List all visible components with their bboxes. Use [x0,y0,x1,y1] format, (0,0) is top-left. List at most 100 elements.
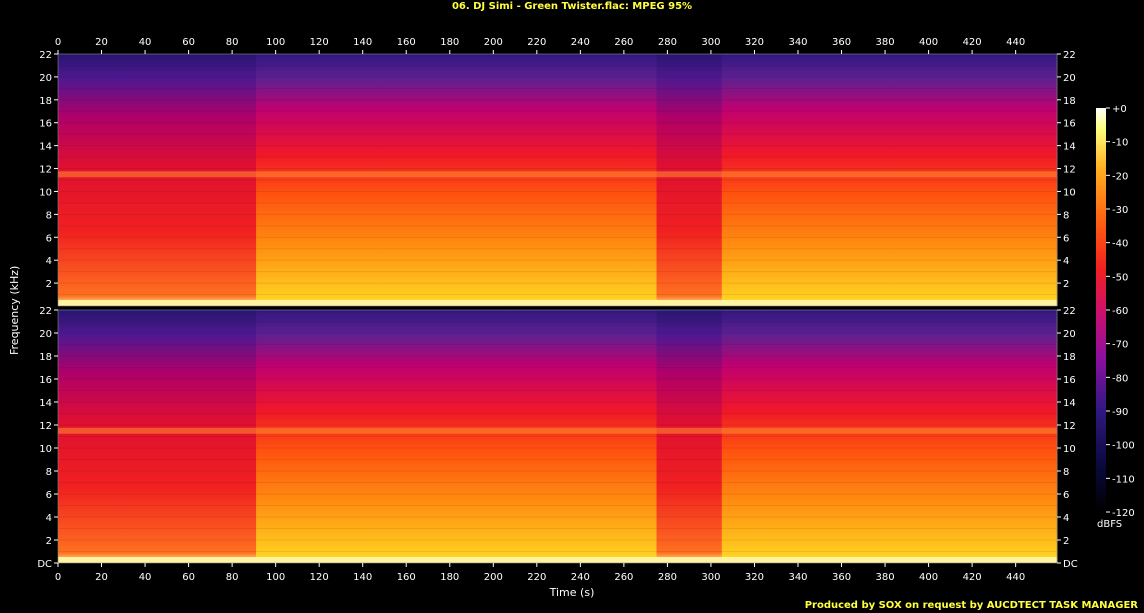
y-tick-label: 6 [46,490,52,501]
low-freq-band [58,557,1057,563]
y-tick-label: 6 [1063,233,1069,244]
x-tick-label: 260 [614,37,633,48]
x-tick-label: 80 [226,572,239,583]
x-tick-label: 300 [701,37,720,48]
y-tick-label: 2 [46,279,52,290]
x-tick-label: 380 [876,37,895,48]
low-freq-band [58,300,1057,306]
x-tick-label: 300 [701,572,720,583]
x-tick-label: 140 [353,572,372,583]
spectrum-segment [190,310,257,563]
x-tick-label: 100 [266,572,285,583]
y-tick-label: 8 [46,210,52,221]
y-tick-label: 4 [46,513,52,524]
y-tick-label: 10 [1063,187,1076,198]
y-tick-label: 16 [1063,119,1076,130]
y-tick-label: 18 [39,96,52,107]
y-tick-label: 22 [39,306,52,317]
x-tick-label: 220 [527,37,546,48]
colorbar-tick-label: -90 [1112,407,1128,418]
band-11khz [58,171,1057,178]
x-tick-label: 280 [658,572,677,583]
x-tick-label: 100 [266,37,285,48]
y-tick-label: 14 [39,142,52,153]
x-tick-label: 340 [788,37,807,48]
band-11khz [58,427,1057,434]
x-tick-label: 0 [55,37,61,48]
spectrum-segment [789,310,988,563]
y-tick-label: 12 [1063,165,1076,176]
x-tick-label: 160 [397,572,416,583]
colorbar [1096,108,1106,512]
y-tick-label: 4 [1063,256,1069,267]
y-tick-label: 10 [1063,444,1076,455]
panel-frame [57,53,1058,307]
x-tick-label: 200 [484,572,503,583]
y-tick-label: 18 [1063,96,1076,107]
spectrum-segment [256,310,390,563]
x-tick-label: 360 [832,572,851,583]
x-tick-label: 140 [353,37,372,48]
y-tick-label: 8 [1063,210,1069,221]
spectrum-segment [721,54,790,306]
panel-frame [57,309,1058,564]
spectrum-segment [451,54,658,306]
y-tick-label: DC [37,559,52,570]
x-tick-label: 420 [963,37,982,48]
x-tick-label: 40 [139,572,152,583]
colorbar-tick-label: -80 [1112,373,1128,384]
y-tick-label: 20 [1063,329,1076,340]
y-tick-label: 16 [39,375,52,386]
x-tick-label: 20 [95,572,108,583]
colorbar-tick-label: -50 [1112,272,1128,283]
y-tick-label: 12 [39,421,52,432]
x-tick-label: 80 [226,37,239,48]
spectrum-segment [125,310,192,563]
x-tick-label: 440 [1006,572,1025,583]
x-tick-label: 120 [310,37,329,48]
x-tick-label: 240 [571,572,590,583]
spectrum-segment [388,54,453,306]
spectrum-segment [256,54,390,306]
colorbar-tick-label: -10 [1112,138,1128,149]
x-tick-label: 0 [55,572,61,583]
x-tick-label: 380 [876,572,895,583]
y-tick-label: 4 [46,256,52,267]
y-tick-label: 14 [1063,398,1076,409]
colorbar-tick-label: +0 [1112,104,1127,115]
colorbar-tick-label: -60 [1112,306,1128,317]
y-tick-label: 20 [39,329,52,340]
spectrum-segment [58,54,126,306]
y-tick-label: 6 [1063,490,1069,501]
y-tick-label: 14 [1063,142,1076,153]
spectrum-segment [451,310,658,563]
colorbar-tick-label: -120 [1112,508,1135,519]
x-tick-label: 200 [484,37,503,48]
y-axis-label: Frequency (kHz) [8,265,21,355]
chart-title: 06. DJ Simi - Green Twister.flac: MPEG 9… [451,1,693,12]
spectrum-segment [656,54,723,306]
x-tick-label: 320 [745,572,764,583]
x-axis-label: Time (s) [549,586,595,599]
y-tick-label: 18 [39,352,52,363]
spectrum-segment [58,310,126,563]
y-tick-label: 2 [1063,536,1069,547]
x-tick-label: 40 [139,37,152,48]
y-tick-label: 14 [39,398,52,409]
y-tick-label: 2 [1063,279,1069,290]
x-tick-label: 400 [919,37,938,48]
y-tick-label: DC [1063,559,1078,570]
colorbar-tick-label: -40 [1112,239,1128,250]
footer-credit: Produced by SOX on request by AUCDTECT T… [804,600,1138,611]
y-tick-label: 8 [46,467,52,478]
colorbar-tick-label: -30 [1112,205,1128,216]
x-tick-label: 320 [745,37,764,48]
channel-panel-1 [57,53,1058,307]
x-tick-label: 420 [963,572,982,583]
y-tick-label: 20 [39,73,52,84]
colorbar-tick-label: -110 [1112,474,1135,485]
y-tick-label: 22 [1063,50,1076,61]
x-tick-label: 180 [440,572,459,583]
y-tick-label: 20 [1063,73,1076,84]
colorbar-tick-label: -100 [1112,441,1135,452]
